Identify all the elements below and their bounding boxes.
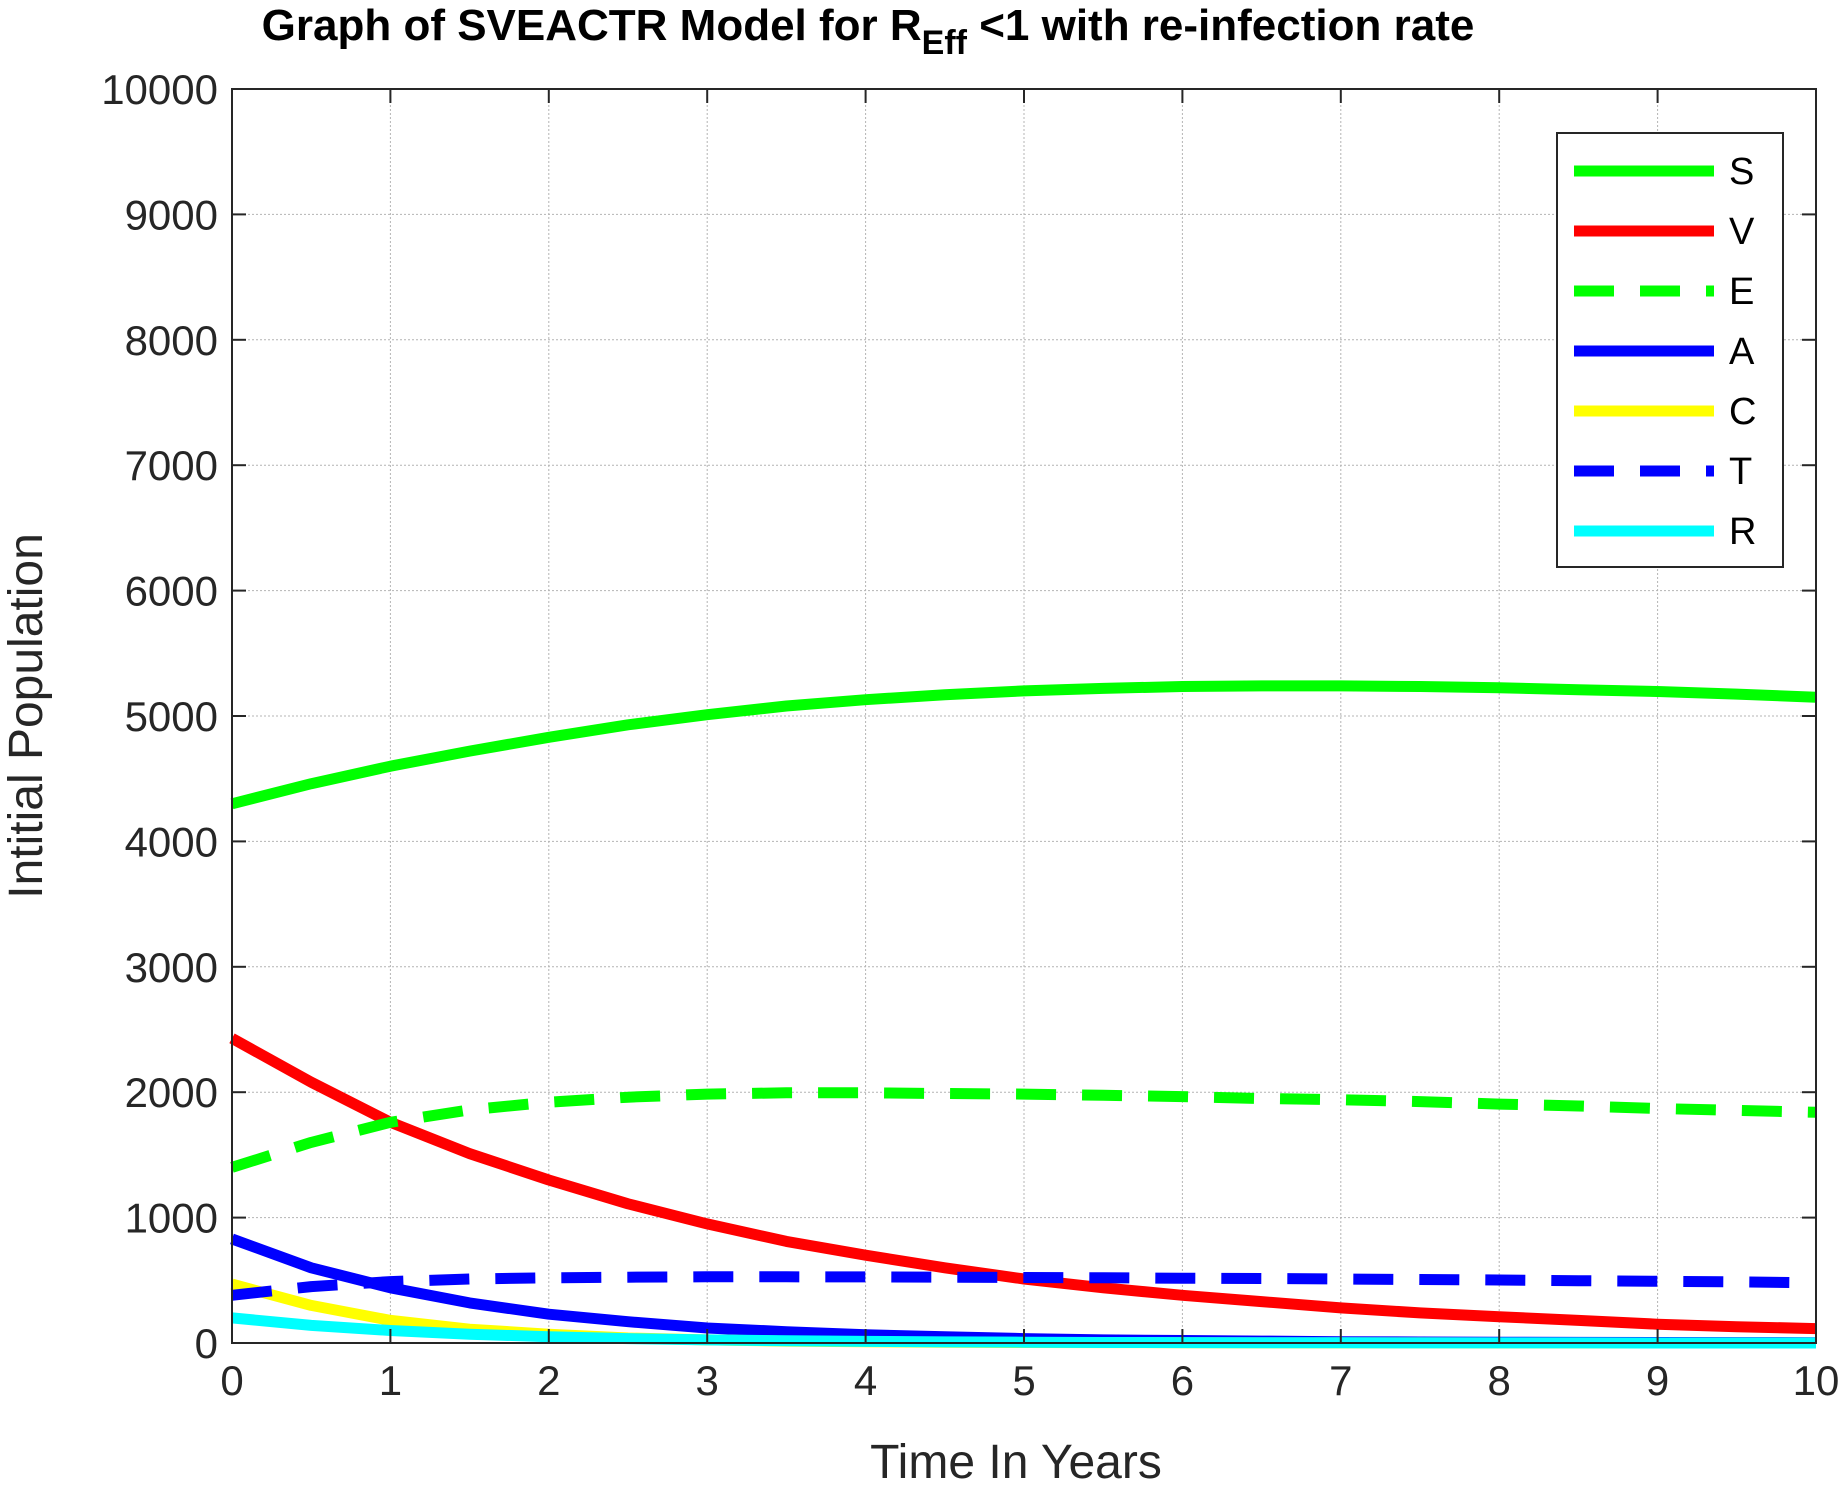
y-tick-label: 4000 bbox=[125, 818, 218, 865]
legend-label-e: E bbox=[1729, 271, 1754, 313]
y-tick-label: 3000 bbox=[125, 944, 218, 991]
chart-title-subscript: Eff bbox=[922, 24, 968, 62]
x-tick-label: 4 bbox=[854, 1357, 877, 1404]
legend-label-s: S bbox=[1729, 151, 1754, 193]
legend-label-v: V bbox=[1729, 211, 1755, 253]
chart-title-main: Graph of SVEACTR Model for R bbox=[262, 1, 922, 50]
x-tick-label: 6 bbox=[1171, 1357, 1194, 1404]
legend-label-c: C bbox=[1729, 391, 1756, 433]
series-line-e bbox=[230, 1087, 1817, 1173]
x-tick-label: 5 bbox=[1012, 1357, 1035, 1404]
y-tick-label: 1000 bbox=[125, 1195, 218, 1242]
x-tick-label: 2 bbox=[537, 1357, 560, 1404]
y-tick-label: 10000 bbox=[101, 66, 218, 113]
y-tick-label: 8000 bbox=[125, 317, 218, 364]
series-line-t bbox=[231, 1271, 1817, 1301]
y-tick-label: 6000 bbox=[125, 568, 218, 615]
axis-ticks: 0 1 2 3 4 5 6 7 8 9 10 0 1000 2000 3000 4000 5000 6000 700… bbox=[101, 66, 1839, 1404]
x-tick-label: 0 bbox=[220, 1357, 243, 1404]
x-axis-label: Time In Years bbox=[870, 1436, 1162, 1489]
x-tick-label: 9 bbox=[1646, 1357, 1669, 1404]
chart-title-suffix: <1 with re-infection rate bbox=[967, 1, 1474, 50]
y-tick-label: 2000 bbox=[125, 1069, 218, 1116]
y-tick-label: 7000 bbox=[125, 442, 218, 489]
x-tick-label: 10 bbox=[1793, 1357, 1840, 1404]
x-tick-label: 1 bbox=[379, 1357, 402, 1404]
x-tick-label: 7 bbox=[1329, 1357, 1352, 1404]
series-line-s bbox=[230, 680, 1817, 810]
legend: SVEACTR bbox=[1556, 132, 1784, 568]
x-tick-label: 3 bbox=[696, 1357, 719, 1404]
y-tick-label: 9000 bbox=[125, 191, 218, 238]
legend-label-t: T bbox=[1729, 451, 1752, 493]
y-tick-label: 5000 bbox=[125, 693, 218, 740]
x-tick-label: 8 bbox=[1488, 1357, 1511, 1404]
legend-label-r: R bbox=[1729, 511, 1756, 553]
legend-label-a: A bbox=[1729, 331, 1755, 373]
y-axis-label: Intitial Population bbox=[0, 533, 53, 899]
y-tick-label: 0 bbox=[195, 1320, 218, 1367]
chart-title: Graph of SVEACTR Model for REff <1 with … bbox=[262, 1, 1475, 62]
